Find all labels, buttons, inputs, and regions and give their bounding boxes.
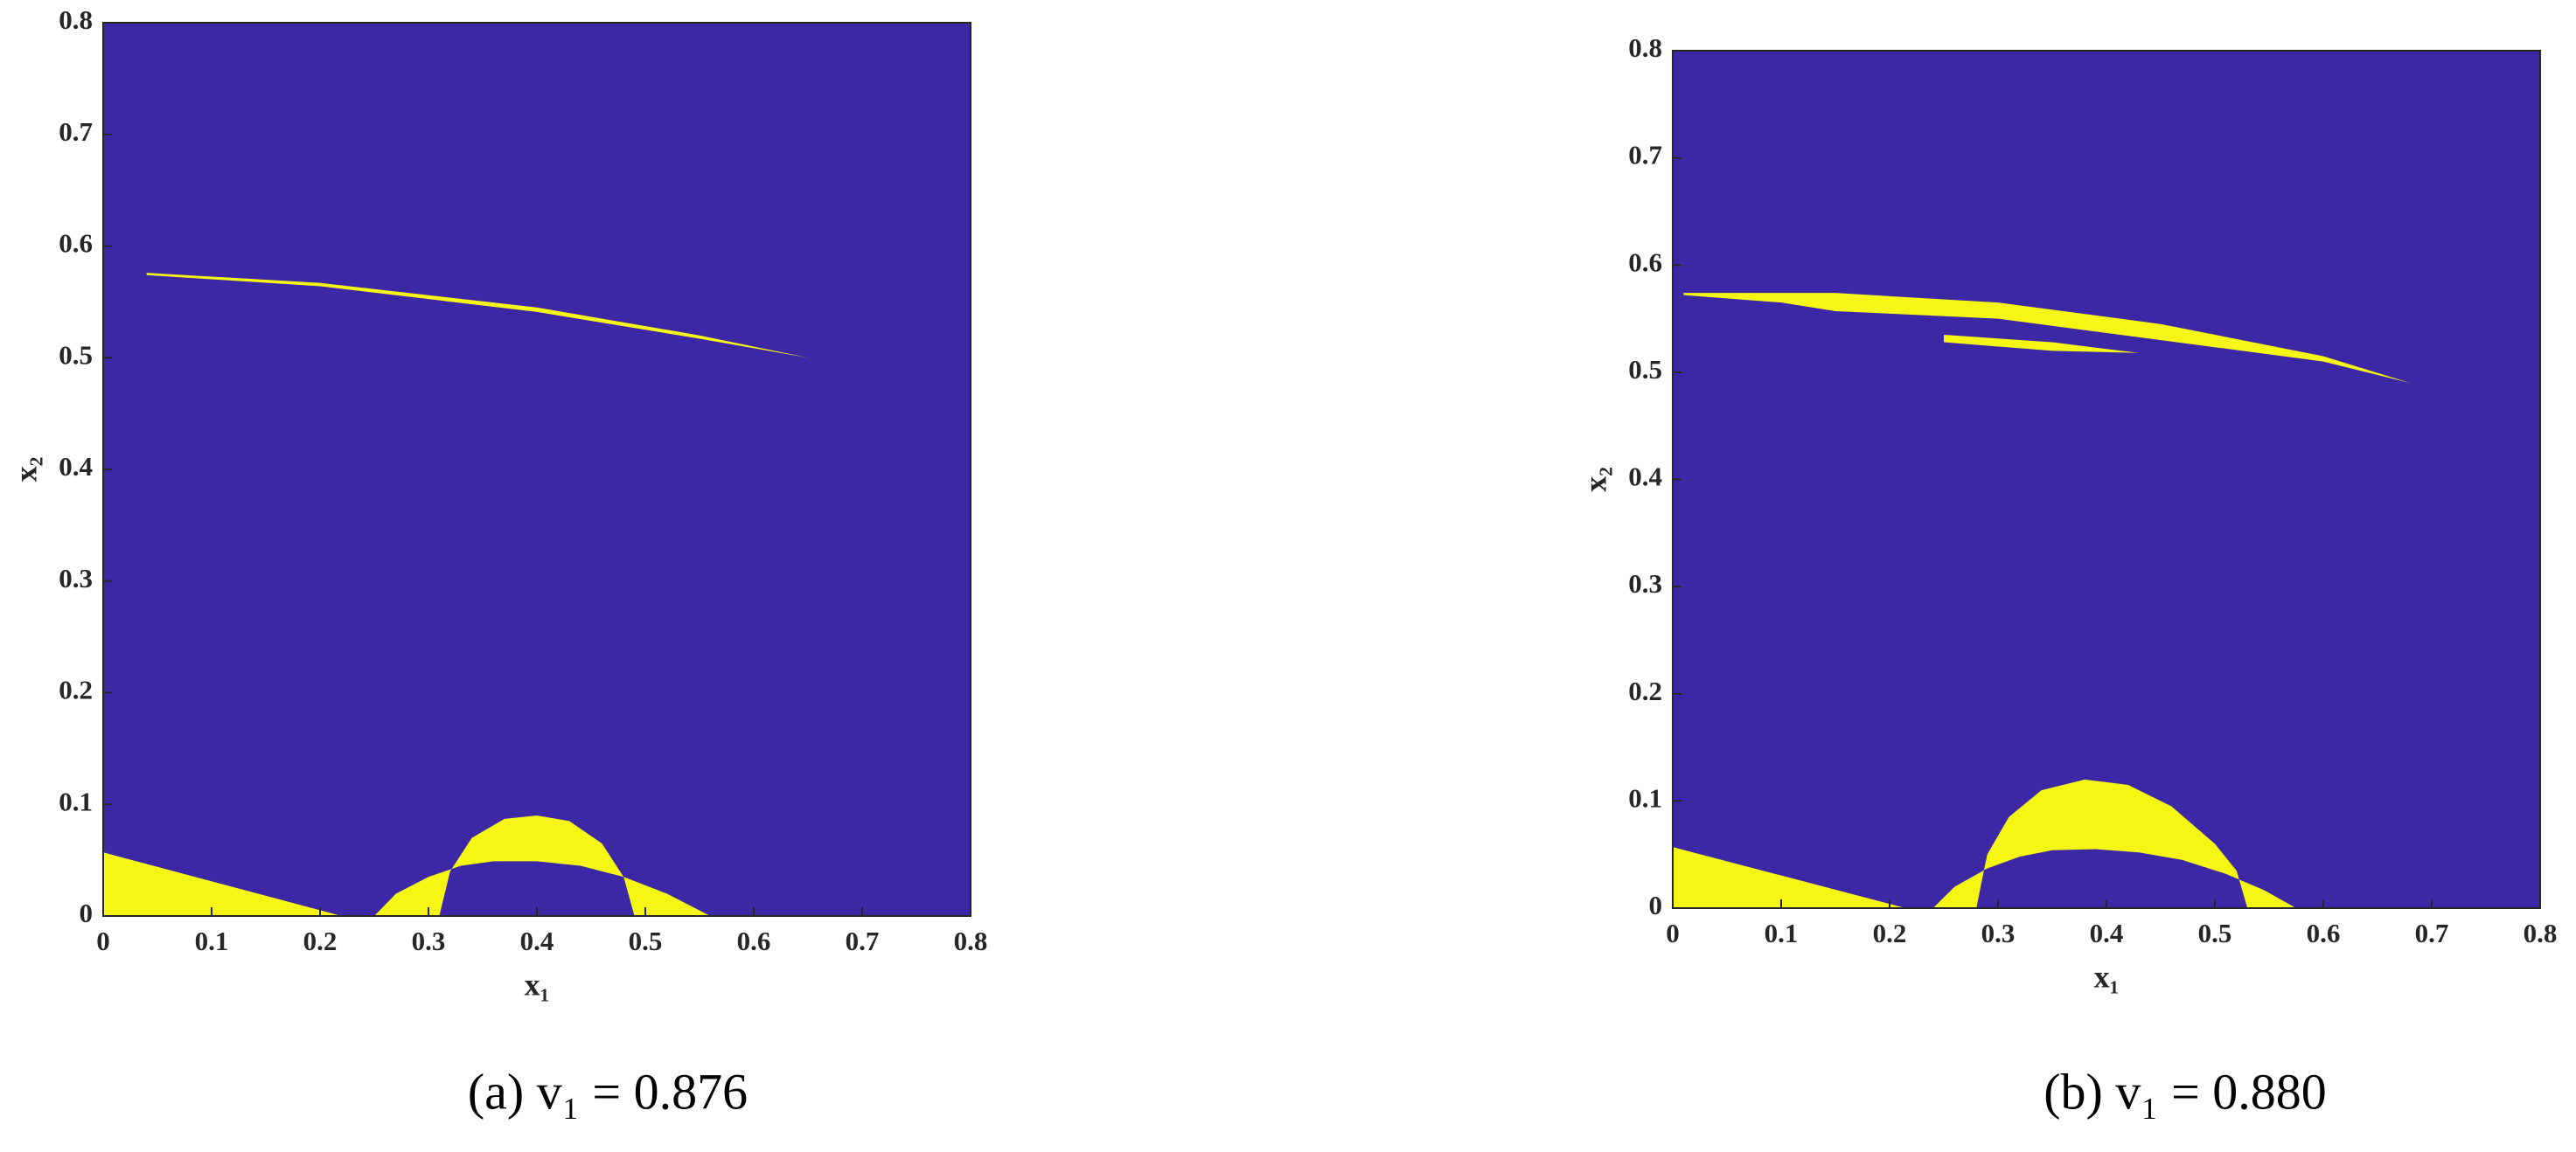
x-tick-label: 0.7 xyxy=(846,926,880,956)
y-tick-label: 0.5 xyxy=(59,339,93,370)
y-tick-label: 0.6 xyxy=(59,228,93,259)
x-tick-label: 0 xyxy=(1666,918,1680,948)
y-tick-label: 0.1 xyxy=(59,786,93,816)
x-tick-label: 0.3 xyxy=(1981,918,2016,948)
x-tick-label: 0.2 xyxy=(303,926,338,956)
y-tick-label: 0.3 xyxy=(1628,568,1662,599)
x-tick-label: 0.6 xyxy=(2307,918,2341,948)
x-axis-label: x₁ xyxy=(2094,959,2120,994)
y-tick-label: 0.7 xyxy=(1628,140,1662,170)
y-tick-label: 0.1 xyxy=(1628,782,1662,813)
x-tick-label: 0.4 xyxy=(2090,918,2124,948)
y-tick-label: 0.2 xyxy=(59,675,93,705)
x-axis-label: x₁ xyxy=(525,967,550,1002)
y-tick-label: 0.7 xyxy=(59,116,93,147)
x-tick-label: 0.3 xyxy=(412,926,446,956)
y-tick-label: 0 xyxy=(80,898,94,928)
x-tick-label: 0.1 xyxy=(1765,918,1799,948)
y-tick-label: 0.4 xyxy=(59,451,93,482)
x-tick-label: 0.2 xyxy=(1873,918,1907,948)
caption: (b) v₁ = 0.880 xyxy=(2043,1063,2327,1120)
plot-background xyxy=(1673,51,2540,908)
x-tick-label: 0.6 xyxy=(737,926,771,956)
caption: (a) v₁ = 0.876 xyxy=(468,1063,748,1120)
y-tick-label: 0.2 xyxy=(1628,676,1662,706)
x-tick-label: 0.1 xyxy=(195,926,229,956)
y-tick-label: 0.6 xyxy=(1628,246,1662,277)
x-tick-label: 0 xyxy=(96,926,110,956)
y-tick-label: 0 xyxy=(1649,890,1663,920)
x-tick-label: 0.8 xyxy=(2524,918,2558,948)
x-tick-label: 0.5 xyxy=(629,926,663,956)
y-axis-label: x₂ xyxy=(1577,467,1612,492)
x-tick-label: 0.7 xyxy=(2415,918,2449,948)
y-tick-label: 0.8 xyxy=(59,4,93,35)
x-tick-label: 0.5 xyxy=(2198,918,2232,948)
y-tick-label: 0.4 xyxy=(1628,461,1662,492)
y-tick-label: 0.3 xyxy=(59,563,93,593)
y-tick-label: 0.5 xyxy=(1628,354,1662,385)
x-tick-label: 0.8 xyxy=(954,926,988,956)
plot-background xyxy=(103,23,971,916)
x-tick-label: 0.4 xyxy=(520,926,554,956)
y-axis-label: x₂ xyxy=(8,457,43,482)
y-tick-label: 0.8 xyxy=(1628,32,1662,63)
